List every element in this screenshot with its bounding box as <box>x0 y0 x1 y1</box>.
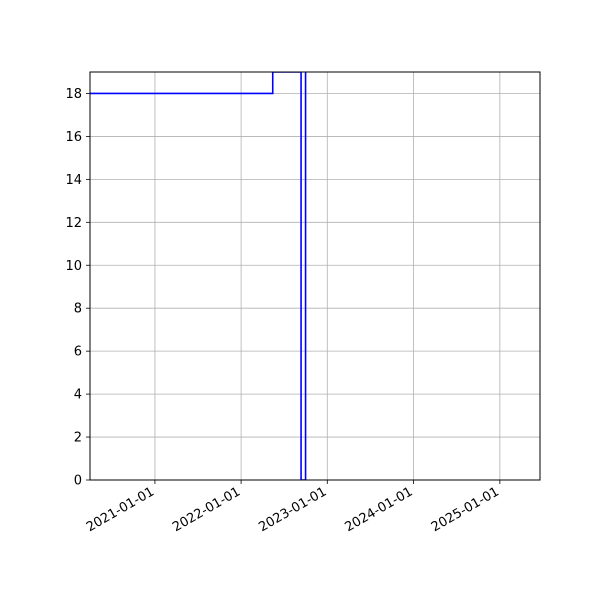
plot-frame <box>89 71 541 481</box>
y-tick-label: 12 <box>65 216 82 231</box>
y-tick-label: 0 <box>74 474 82 489</box>
y-tick-label: 16 <box>65 130 82 145</box>
x-tick-label: 2021-01-01 <box>84 484 157 535</box>
x-tick-label: 2022-01-01 <box>170 484 243 535</box>
y-tick-label: 14 <box>65 173 82 188</box>
y-tick-label: 2 <box>74 431 82 446</box>
y-tick-label: 18 <box>65 87 82 102</box>
y-axis: 0 2 4 6 8 10 12 14 16 18 <box>65 87 90 489</box>
y-tick-label: 6 <box>74 345 82 360</box>
x-tick-label: 2025-01-01 <box>429 484 502 535</box>
x-tick-label: 2023-01-01 <box>256 484 329 535</box>
series-line <box>90 72 307 480</box>
x-axis: 2021-01-01 2022-01-01 2023-01-01 2024-01-01… <box>84 480 502 535</box>
series-layer <box>90 72 307 480</box>
grid-layer <box>90 72 540 481</box>
x-tick-label: 2024-01-01 <box>343 484 416 535</box>
y-tick-label: 4 <box>74 388 82 403</box>
y-tick-label: 8 <box>74 302 82 317</box>
y-tick-label: 10 <box>65 259 82 274</box>
